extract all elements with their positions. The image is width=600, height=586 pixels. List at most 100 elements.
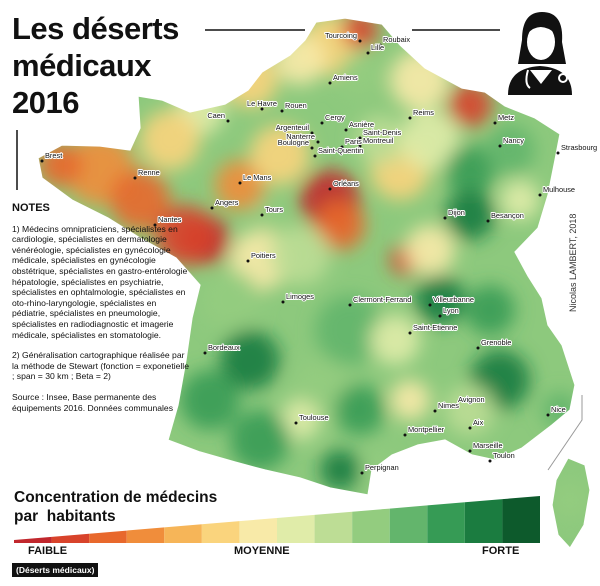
city-dot [546,413,550,417]
city-label: Brest [45,151,62,160]
city-label: Le Havre [247,99,277,108]
city-dot [340,145,344,149]
density-blob [180,370,240,430]
city-label: Limoges [286,292,314,301]
title: Les déserts médicaux 2016 [12,10,179,121]
legend-swatch [239,518,277,543]
density-blob [200,270,260,330]
city-dot [310,131,314,135]
density-blob [215,160,265,210]
city-dot [360,471,364,475]
density-blob [280,400,320,440]
city-dot [328,187,332,191]
density-blob [338,53,382,97]
city-label: Clermont-Ferrand [353,295,411,304]
city-label: Perpignan [365,463,399,472]
density-blob [390,380,430,420]
city-dot [320,121,324,125]
city-label: Villeurbanne [433,295,474,304]
city-label: Metz [498,113,514,122]
density-blob [405,225,455,275]
city-label: Tourcoing [325,31,357,40]
city-label: Lille [371,43,384,52]
city-dot [453,403,457,407]
city-dot [486,219,490,223]
city-label: Mulhouse [543,185,575,194]
city-label: Nanterre [286,132,315,141]
city-label: Le Mans [243,173,272,182]
legend-swatch [352,508,390,543]
density-blob [445,145,495,195]
city-label: Dijon [448,208,465,217]
city-label: Roubaix [383,35,410,44]
note-source: Source : Insee, Base permanente des équi… [12,391,173,413]
city-label: Strasbourg [561,143,597,152]
notes: NOTES 1) Médecins omnipraticiens, spécia… [12,203,190,423]
density-blob [335,385,385,435]
legend-title: Concentration de médecins par habitants [14,488,217,526]
density-blob [270,225,330,285]
city-dot [246,259,250,263]
city-label: Lyon [443,306,459,315]
city-label: Amiens [333,73,358,82]
density-blob [315,200,365,250]
city-dot [538,193,542,197]
density-blob [500,180,540,220]
city-label: Tours [265,205,283,214]
density-blob [415,275,465,325]
title-line: médicaux [12,48,152,83]
city-dot [226,119,230,123]
density-blob [230,410,290,470]
city-label: Montreuil [363,136,394,145]
density-blob [448,83,492,127]
city-label: Saint-Etienne [413,323,457,332]
city-dot [366,51,370,55]
city-dot [408,331,412,335]
city-label: Grenoble [481,338,511,347]
city-dot [260,107,264,111]
city-label: Nice [551,405,566,414]
city-label: Reims [413,108,434,117]
city-dot [348,303,352,307]
title-line: 2016 [12,85,79,120]
notes-heading: NOTES [12,202,50,214]
city-label: Nimes [438,401,459,410]
city-dot [260,213,264,217]
legend-title-line: Concentration de médecins [14,489,218,506]
corsica-frame [547,395,583,471]
city-label: Caen [207,111,225,120]
city-label: Cergy [325,113,345,122]
city-dot [344,128,348,132]
city-label: Rouen [285,101,307,110]
legend-swatch [164,524,202,543]
legend-low-note: (Déserts médicaux) [12,563,99,577]
city-dot [443,216,447,220]
legend-low: FAIBLE [28,545,68,557]
city-dot [438,314,442,318]
city-dot [378,43,382,47]
density-blob [465,285,515,335]
city-dot [280,109,284,113]
city-label: Nancy [503,136,524,145]
city-label: Montpellier [408,425,445,434]
city-dot [203,351,207,355]
legend-swatch [51,533,90,543]
city-label: Toulouse [299,413,329,422]
city-dot [493,121,497,125]
density-blob [255,200,285,230]
city-dot [313,154,317,158]
legend-swatch [201,521,240,543]
city-dot [358,144,362,148]
city-dot [556,151,560,155]
density-blob [315,295,385,365]
city-label: Asnière [349,120,374,129]
density-blob [370,315,420,365]
city-dot [488,459,492,463]
city-label: Angers [215,198,239,207]
legend-scale [14,496,540,543]
city-dot [433,409,437,413]
city-dot [238,181,242,185]
